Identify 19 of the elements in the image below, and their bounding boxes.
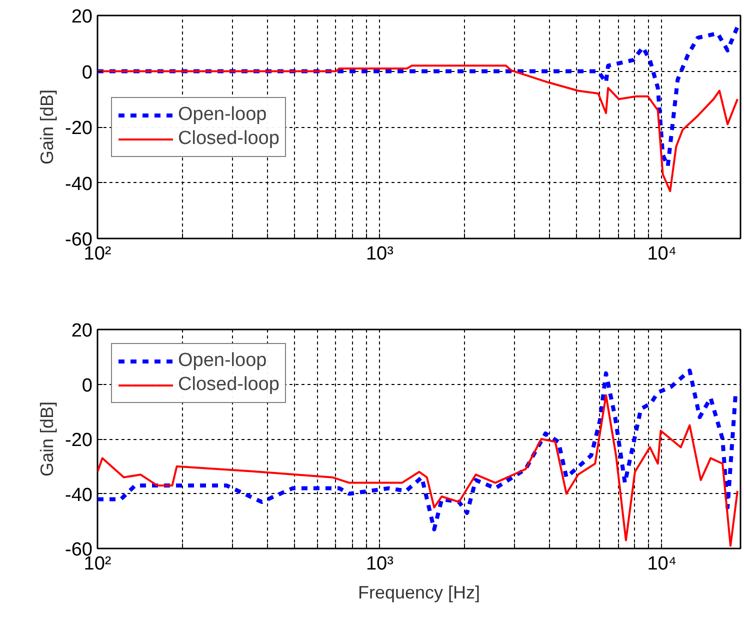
- y-tick-label: -40: [65, 484, 93, 506]
- y-tick-label: 20: [71, 320, 93, 342]
- y-tick-label: 20: [71, 6, 93, 28]
- y-tick-label: 0: [82, 375, 93, 396]
- y-axis-title: Gain [dB]: [37, 401, 58, 477]
- x-tick-label: 10⁴: [647, 554, 677, 574]
- y-tick-label: 0: [82, 62, 93, 84]
- x-tick-label: 10³: [366, 244, 394, 264]
- legend-label: Closed-loop: [178, 374, 280, 396]
- legend-label: Open-loop: [178, 350, 267, 372]
- x-tick-label: 10⁴: [647, 244, 677, 264]
- y-tick-label: -20: [65, 118, 93, 139]
- y-tick-label: -20: [65, 430, 93, 451]
- y-axis-title: Gain [dB]: [37, 89, 58, 165]
- y-tick-label: -40: [65, 174, 93, 195]
- legend-label: Open-loop: [178, 104, 267, 126]
- legend-label: Closed-loop: [178, 128, 280, 150]
- x-tick-label: 10³: [366, 554, 394, 574]
- x-axis-title: Frequency [Hz]: [358, 582, 480, 602]
